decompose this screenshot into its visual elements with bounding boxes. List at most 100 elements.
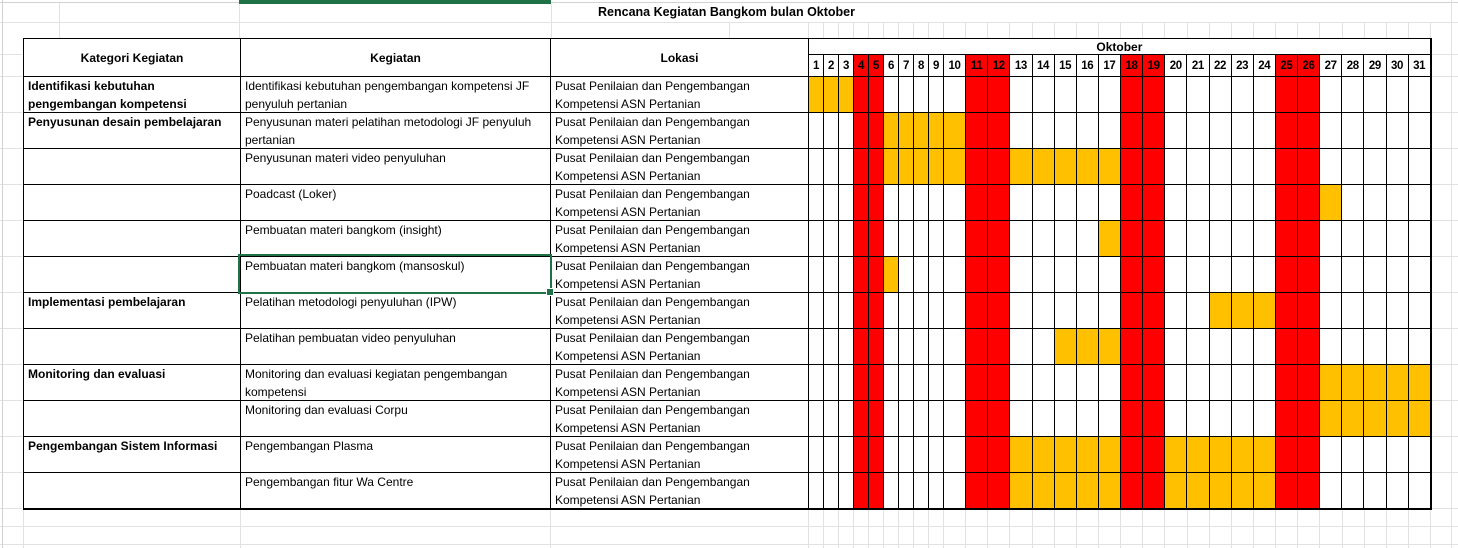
gantt-cell-r9-d22[interactable]: [1209, 365, 1232, 401]
gantt-cell-r8-d30[interactable]: [1386, 329, 1409, 365]
gantt-cell-r2-d11[interactable]: [966, 113, 989, 149]
gantt-cell-r4-d10[interactable]: [944, 185, 967, 221]
location-cell[interactable]: Pusat Penilaian dan Pengembangan Kompete…: [551, 185, 809, 221]
gantt-cell-r5-d11[interactable]: [966, 221, 989, 257]
gantt-cell-r12-d18[interactable]: [1121, 473, 1144, 509]
gantt-cell-r1-d30[interactable]: [1386, 77, 1409, 113]
day-header-10[interactable]: 10: [944, 55, 967, 77]
gantt-cell-r5-d17[interactable]: [1098, 221, 1121, 257]
gantt-cell-r5-d2[interactable]: [824, 221, 839, 257]
gantt-cell-r11-d14[interactable]: [1032, 437, 1055, 473]
gantt-cell-r7-d29[interactable]: [1364, 293, 1387, 329]
gantt-cell-r11-d15[interactable]: [1054, 437, 1077, 473]
gantt-cell-r6-d17[interactable]: [1098, 257, 1121, 293]
column-header-kegiatan[interactable]: Kegiatan: [241, 39, 551, 77]
gantt-cell-r7-d11[interactable]: [966, 293, 989, 329]
gantt-cell-r3-d21[interactable]: [1187, 149, 1210, 185]
gantt-cell-r1-d12[interactable]: [988, 77, 1011, 113]
day-header-22[interactable]: 22: [1209, 55, 1232, 77]
location-cell[interactable]: Pusat Penilaian dan Pengembangan Kompete…: [551, 329, 809, 365]
gantt-cell-r1-d16[interactable]: [1076, 77, 1099, 113]
gantt-cell-r8-d2[interactable]: [824, 329, 839, 365]
category-cell[interactable]: [24, 257, 241, 293]
gantt-cell-r6-d19[interactable]: [1143, 257, 1166, 293]
day-header-14[interactable]: 14: [1032, 55, 1055, 77]
gantt-cell-r3-d6[interactable]: [884, 149, 899, 185]
gantt-cell-r4-d9[interactable]: [929, 185, 944, 221]
gantt-cell-r9-d31[interactable]: [1408, 365, 1431, 401]
gantt-cell-r10-d10[interactable]: [944, 401, 967, 437]
gantt-cell-r6-d27[interactable]: [1320, 257, 1343, 293]
gantt-cell-r11-d8[interactable]: [914, 437, 929, 473]
gantt-cell-r7-d16[interactable]: [1076, 293, 1099, 329]
gantt-cell-r12-d27[interactable]: [1320, 473, 1343, 509]
gantt-cell-r11-d2[interactable]: [824, 437, 839, 473]
gantt-cell-r4-d20[interactable]: [1165, 185, 1188, 221]
gantt-cell-r6-d18[interactable]: [1121, 257, 1144, 293]
gantt-cell-r12-d3[interactable]: [839, 473, 854, 509]
gantt-cell-r12-d6[interactable]: [884, 473, 899, 509]
gantt-cell-r8-d24[interactable]: [1253, 329, 1276, 365]
day-header-4[interactable]: 4: [854, 55, 869, 77]
gantt-cell-r1-d5[interactable]: [869, 77, 884, 113]
gantt-cell-r1-d3[interactable]: [839, 77, 854, 113]
gantt-cell-r6-d9[interactable]: [929, 257, 944, 293]
gantt-cell-r3-d13[interactable]: [1010, 149, 1033, 185]
gantt-cell-r4-d1[interactable]: [809, 185, 824, 221]
gantt-cell-r8-d18[interactable]: [1121, 329, 1144, 365]
gantt-cell-r11-d17[interactable]: [1098, 437, 1121, 473]
gantt-cell-r2-d27[interactable]: [1320, 113, 1343, 149]
gantt-cell-r11-d23[interactable]: [1231, 437, 1254, 473]
gantt-cell-r8-d13[interactable]: [1010, 329, 1033, 365]
gantt-cell-r5-d5[interactable]: [869, 221, 884, 257]
gantt-cell-r9-d15[interactable]: [1054, 365, 1077, 401]
gantt-cell-r8-d17[interactable]: [1098, 329, 1121, 365]
gantt-cell-r6-d25[interactable]: [1275, 257, 1298, 293]
gantt-cell-r6-d7[interactable]: [899, 257, 914, 293]
gantt-cell-r3-d4[interactable]: [854, 149, 869, 185]
gantt-cell-r5-d30[interactable]: [1386, 221, 1409, 257]
gantt-cell-r11-d11[interactable]: [966, 437, 989, 473]
gantt-cell-r12-d2[interactable]: [824, 473, 839, 509]
gantt-cell-r11-d7[interactable]: [899, 437, 914, 473]
gantt-cell-r12-d10[interactable]: [944, 473, 967, 509]
category-cell[interactable]: Monitoring dan evaluasi: [24, 365, 241, 401]
gantt-cell-r9-d18[interactable]: [1121, 365, 1144, 401]
gantt-cell-r3-d25[interactable]: [1275, 149, 1298, 185]
gantt-cell-r6-d5[interactable]: [869, 257, 884, 293]
day-header-18[interactable]: 18: [1121, 55, 1144, 77]
gantt-cell-r8-d31[interactable]: [1408, 329, 1431, 365]
gantt-cell-r8-d28[interactable]: [1342, 329, 1365, 365]
gantt-cell-r9-d23[interactable]: [1231, 365, 1254, 401]
gantt-cell-r11-d28[interactable]: [1342, 437, 1365, 473]
gantt-cell-r4-d16[interactable]: [1076, 185, 1099, 221]
gantt-cell-r7-d3[interactable]: [839, 293, 854, 329]
gantt-cell-r6-d15[interactable]: [1054, 257, 1077, 293]
gantt-cell-r5-d22[interactable]: [1209, 221, 1232, 257]
gantt-cell-r9-d24[interactable]: [1253, 365, 1276, 401]
gantt-cell-r7-d10[interactable]: [944, 293, 967, 329]
gantt-cell-r5-d23[interactable]: [1231, 221, 1254, 257]
gantt-cell-r10-d22[interactable]: [1209, 401, 1232, 437]
gantt-cell-r10-d6[interactable]: [884, 401, 899, 437]
gantt-cell-r6-d29[interactable]: [1364, 257, 1387, 293]
gantt-cell-r6-d1[interactable]: [809, 257, 824, 293]
activity-cell[interactable]: Penyusunan materi pelatihan metodologi J…: [241, 113, 551, 149]
gantt-cell-r11-d5[interactable]: [869, 437, 884, 473]
gantt-cell-r12-d14[interactable]: [1032, 473, 1055, 509]
gantt-cell-r8-d16[interactable]: [1076, 329, 1099, 365]
gantt-cell-r4-d24[interactable]: [1253, 185, 1276, 221]
gantt-cell-r4-d23[interactable]: [1231, 185, 1254, 221]
gantt-cell-r8-d23[interactable]: [1231, 329, 1254, 365]
activity-cell[interactable]: Pelatihan pembuatan video penyuluhan: [241, 329, 551, 365]
gantt-cell-r3-d28[interactable]: [1342, 149, 1365, 185]
gantt-cell-r5-d14[interactable]: [1032, 221, 1055, 257]
gantt-cell-r8-d27[interactable]: [1320, 329, 1343, 365]
gantt-cell-r6-d23[interactable]: [1231, 257, 1254, 293]
day-header-8[interactable]: 8: [914, 55, 929, 77]
gantt-cell-r7-d21[interactable]: [1187, 293, 1210, 329]
gantt-cell-r4-d3[interactable]: [839, 185, 854, 221]
location-cell[interactable]: Pusat Penilaian dan Pengembangan Kompete…: [551, 437, 809, 473]
gantt-cell-r4-d30[interactable]: [1386, 185, 1409, 221]
gantt-cell-r12-d26[interactable]: [1298, 473, 1321, 509]
